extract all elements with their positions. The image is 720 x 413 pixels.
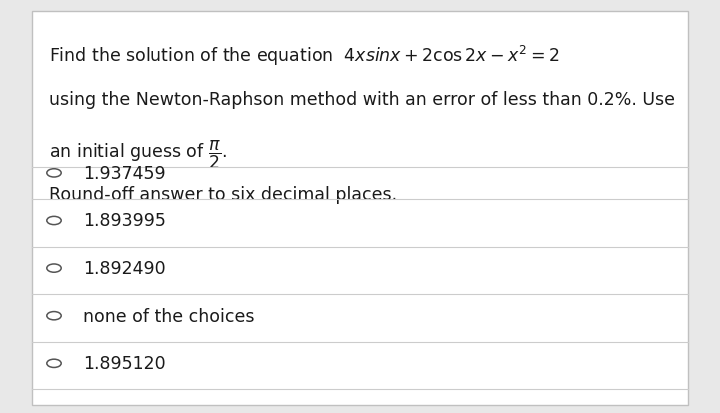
Text: an initial guess of $\dfrac{\pi}{2}$.: an initial guess of $\dfrac{\pi}{2}$. xyxy=(49,138,227,171)
FancyBboxPatch shape xyxy=(32,12,688,405)
Text: 1.937459: 1.937459 xyxy=(83,164,166,183)
Text: none of the choices: none of the choices xyxy=(83,307,254,325)
Text: Round-off answer to six decimal places.: Round-off answer to six decimal places. xyxy=(49,186,397,204)
Text: 1.893995: 1.893995 xyxy=(83,212,166,230)
Text: 1.892490: 1.892490 xyxy=(83,259,166,278)
Text: using the Newton-Raphson method with an error of less than 0.2%. Use: using the Newton-Raphson method with an … xyxy=(49,91,675,109)
Text: Find the solution of the equation  $4x\mathit{sin}x + 2\cos 2x - x^2 = 2$: Find the solution of the equation $4x\ma… xyxy=(49,43,559,67)
Text: 1.895120: 1.895120 xyxy=(83,354,166,373)
